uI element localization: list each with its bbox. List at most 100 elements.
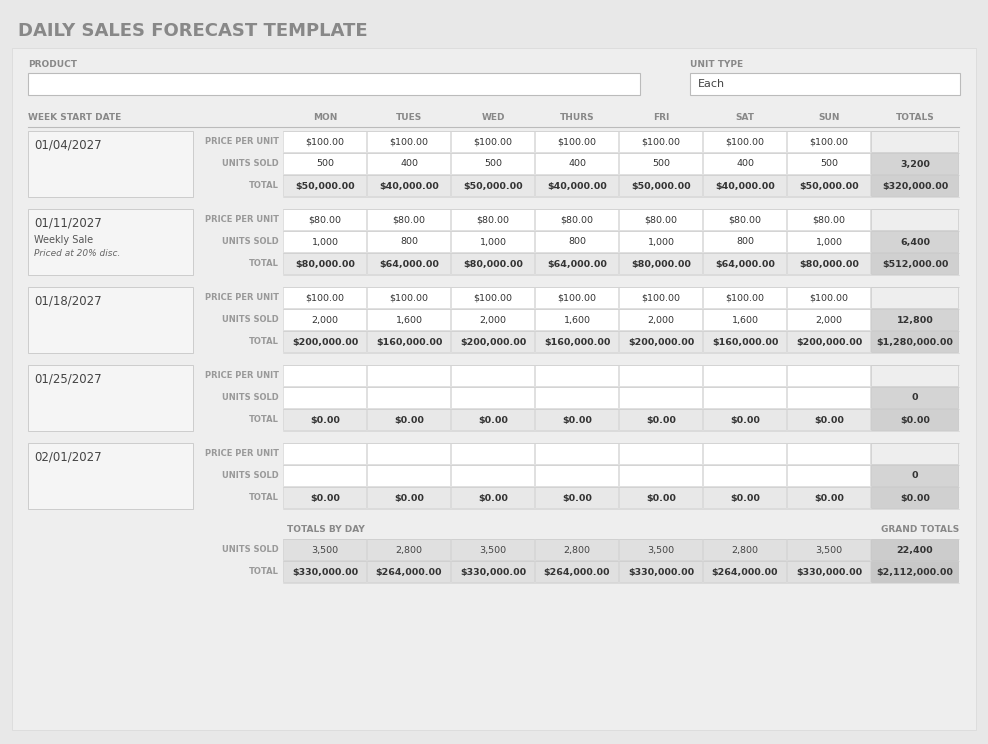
Text: 800: 800 [736, 237, 754, 246]
Text: UNITS SOLD: UNITS SOLD [222, 545, 279, 554]
Text: $330,000.00: $330,000.00 [291, 568, 358, 577]
Bar [871, 387, 958, 408]
Bar [787, 409, 870, 430]
Text: 6,400: 6,400 [900, 237, 930, 246]
Bar [28, 365, 193, 431]
Bar [28, 73, 640, 95]
Bar [690, 73, 960, 95]
Bar [451, 175, 534, 196]
Text: SAT: SAT [735, 112, 755, 121]
Text: $160,000.00: $160,000.00 [711, 338, 779, 347]
Text: 1,600: 1,600 [395, 315, 423, 324]
Bar [451, 387, 534, 408]
Bar [619, 387, 702, 408]
Bar [367, 153, 450, 174]
Bar [787, 231, 870, 252]
Bar [367, 287, 450, 308]
Bar [703, 209, 786, 230]
Text: UNIT TYPE: UNIT TYPE [690, 60, 743, 69]
Bar [703, 175, 786, 196]
Text: 01/04/2027: 01/04/2027 [34, 139, 102, 152]
Bar [871, 487, 958, 508]
Bar [703, 539, 786, 560]
Bar [871, 465, 958, 486]
Bar [787, 539, 870, 560]
Bar [619, 561, 702, 582]
Text: $80.00: $80.00 [476, 216, 510, 225]
Text: $0.00: $0.00 [478, 415, 508, 425]
Text: PRICE PER UNIT: PRICE PER UNIT [205, 371, 279, 380]
Bar [535, 539, 618, 560]
Text: PRICE PER UNIT: PRICE PER UNIT [205, 293, 279, 303]
Bar [871, 131, 958, 152]
Bar [535, 287, 618, 308]
Bar [367, 231, 450, 252]
Text: 1,000: 1,000 [647, 237, 675, 246]
Text: $200,000.00: $200,000.00 [459, 338, 527, 347]
Text: $0.00: $0.00 [562, 493, 592, 502]
Text: $264,000.00: $264,000.00 [375, 568, 443, 577]
Bar [703, 153, 786, 174]
Text: $0.00: $0.00 [814, 415, 844, 425]
Text: $64,000.00: $64,000.00 [379, 260, 439, 269]
Text: 2,000: 2,000 [479, 315, 507, 324]
Text: $100.00: $100.00 [641, 138, 681, 147]
Text: DAILY SALES FORECAST TEMPLATE: DAILY SALES FORECAST TEMPLATE [18, 22, 368, 40]
Text: $200,000.00: $200,000.00 [796, 338, 863, 347]
Bar [619, 465, 702, 486]
Bar [619, 131, 702, 152]
Bar [619, 365, 702, 386]
Bar [283, 465, 366, 486]
Bar [535, 131, 618, 152]
Bar [619, 443, 702, 464]
Text: $160,000.00: $160,000.00 [375, 338, 443, 347]
Bar [535, 487, 618, 508]
Text: 1,600: 1,600 [731, 315, 759, 324]
Text: $40,000.00: $40,000.00 [715, 182, 775, 190]
Text: $0.00: $0.00 [394, 415, 424, 425]
Bar [619, 253, 702, 274]
Bar [367, 309, 450, 330]
Text: 3,500: 3,500 [479, 545, 507, 554]
Bar [535, 365, 618, 386]
Text: $100.00: $100.00 [809, 293, 849, 303]
Text: $100.00: $100.00 [809, 138, 849, 147]
Text: $50,000.00: $50,000.00 [295, 182, 355, 190]
Text: 500: 500 [820, 159, 838, 168]
Text: $100.00: $100.00 [557, 293, 597, 303]
Bar [703, 131, 786, 152]
Text: 0: 0 [912, 472, 918, 481]
Text: $0.00: $0.00 [730, 415, 760, 425]
Bar [28, 287, 193, 353]
Bar [703, 561, 786, 582]
Bar [451, 409, 534, 430]
Text: 3,500: 3,500 [815, 545, 843, 554]
Text: THURS: THURS [559, 112, 595, 121]
Bar [871, 365, 958, 386]
Bar [871, 561, 958, 582]
Text: $0.00: $0.00 [900, 415, 930, 425]
Bar [703, 287, 786, 308]
Bar [619, 209, 702, 230]
Text: 01/11/2027: 01/11/2027 [34, 217, 102, 230]
Bar [451, 287, 534, 308]
Text: 400: 400 [568, 159, 586, 168]
Bar [871, 175, 958, 196]
Bar [787, 487, 870, 508]
Text: 2,800: 2,800 [563, 545, 591, 554]
Bar [787, 175, 870, 196]
Bar [871, 309, 958, 330]
Text: TUES: TUES [396, 112, 422, 121]
Bar [283, 175, 366, 196]
Text: 2,000: 2,000 [647, 315, 675, 324]
Text: $64,000.00: $64,000.00 [547, 260, 607, 269]
Text: $80.00: $80.00 [392, 216, 426, 225]
Bar [871, 539, 958, 560]
Bar [367, 209, 450, 230]
Bar [787, 387, 870, 408]
Text: $80.00: $80.00 [560, 216, 594, 225]
Bar [535, 309, 618, 330]
Text: GRAND TOTALS: GRAND TOTALS [880, 525, 959, 534]
Bar [535, 175, 618, 196]
Text: TOTAL: TOTAL [249, 338, 279, 347]
